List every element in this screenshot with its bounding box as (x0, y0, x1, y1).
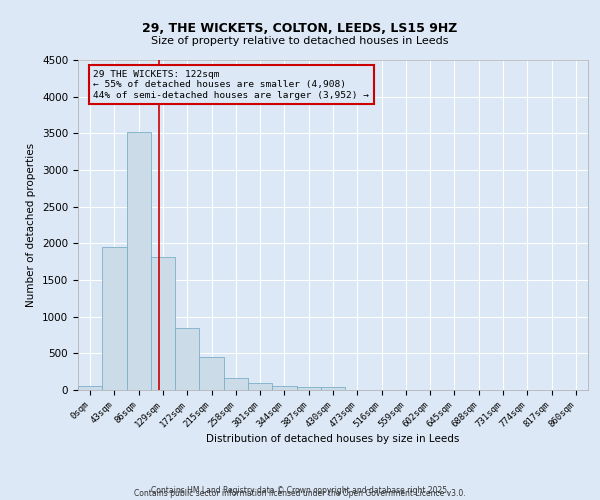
Bar (248, 384, 272, 390)
Text: Size of property relative to detached houses in Leeds: Size of property relative to detached ho… (151, 36, 449, 46)
Bar (175, 328, 199, 390)
Bar (224, 378, 248, 390)
Bar (78, 386, 102, 390)
Text: 29, THE WICKETS, COLTON, LEEDS, LS15 9HZ: 29, THE WICKETS, COLTON, LEEDS, LS15 9HZ (142, 22, 458, 36)
X-axis label: Distribution of detached houses by size in Leeds: Distribution of detached houses by size … (206, 434, 460, 444)
Bar (321, 388, 345, 390)
Text: Contains public sector information licensed under the Open Government Licence v3: Contains public sector information licen… (134, 488, 466, 498)
Bar (151, 256, 175, 390)
Y-axis label: Number of detached properties: Number of detached properties (26, 143, 37, 307)
Bar (127, 132, 151, 390)
Text: 29 THE WICKETS: 122sqm
← 55% of detached houses are smaller (4,908)
44% of semi-: 29 THE WICKETS: 122sqm ← 55% of detached… (94, 70, 370, 100)
Text: Contains HM Land Registry data © Crown copyright and database right 2025.: Contains HM Land Registry data © Crown c… (151, 486, 449, 495)
Bar (272, 386, 296, 390)
Bar (199, 357, 224, 390)
Bar (102, 247, 127, 390)
Bar (296, 387, 321, 390)
